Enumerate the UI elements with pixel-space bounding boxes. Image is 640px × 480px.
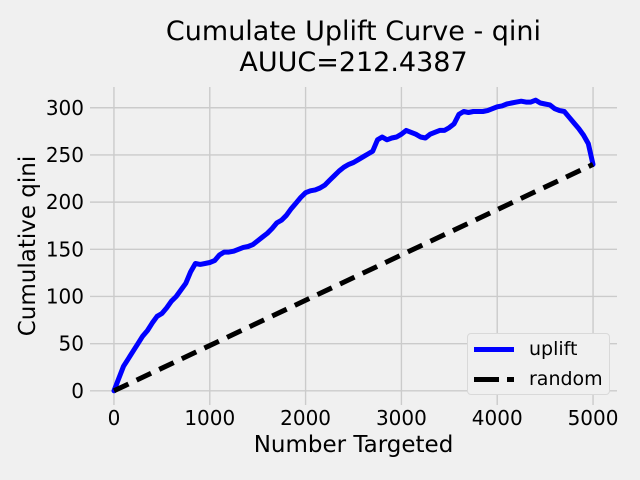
legend-label-random: random bbox=[529, 368, 603, 390]
chart-title-line2: AUUC=212.4387 bbox=[239, 47, 468, 78]
legend-entry-uplift: uplift bbox=[474, 337, 603, 361]
x-tick-label: 2000 bbox=[280, 406, 331, 430]
x-tick-label: 3000 bbox=[376, 406, 427, 430]
y-tick-label: 250 bbox=[46, 143, 84, 167]
y-tick-label: 150 bbox=[46, 237, 84, 261]
x-tick-label: 0 bbox=[108, 406, 121, 430]
y-tick-label: 100 bbox=[46, 284, 84, 308]
chart-title: Cumulate Uplift Curve - qini AUUC=212.43… bbox=[90, 16, 617, 78]
y-axis-label: Cumulative qini bbox=[15, 155, 41, 337]
chart-title-line1: Cumulate Uplift Curve - qini bbox=[165, 16, 542, 47]
x-tick-label: 1000 bbox=[184, 406, 235, 430]
y-tick-label: 200 bbox=[46, 190, 84, 214]
x-tick-label: 5000 bbox=[568, 406, 619, 430]
random-line-swatch bbox=[474, 376, 514, 382]
legend: uplift random bbox=[467, 333, 610, 395]
uplift-curve bbox=[111, 97, 596, 394]
y-tick-label: 300 bbox=[46, 96, 84, 120]
legend-entry-random: random bbox=[474, 367, 603, 391]
y-tick-label: 0 bbox=[71, 379, 84, 403]
uplift-line-swatch bbox=[474, 346, 514, 352]
y-tick-label: 50 bbox=[59, 332, 84, 356]
x-tick-label: 4000 bbox=[472, 406, 523, 430]
random-curve bbox=[112, 162, 595, 394]
x-axis-label: Number Targeted bbox=[253, 432, 454, 458]
legend-label-uplift: uplift bbox=[529, 338, 578, 360]
